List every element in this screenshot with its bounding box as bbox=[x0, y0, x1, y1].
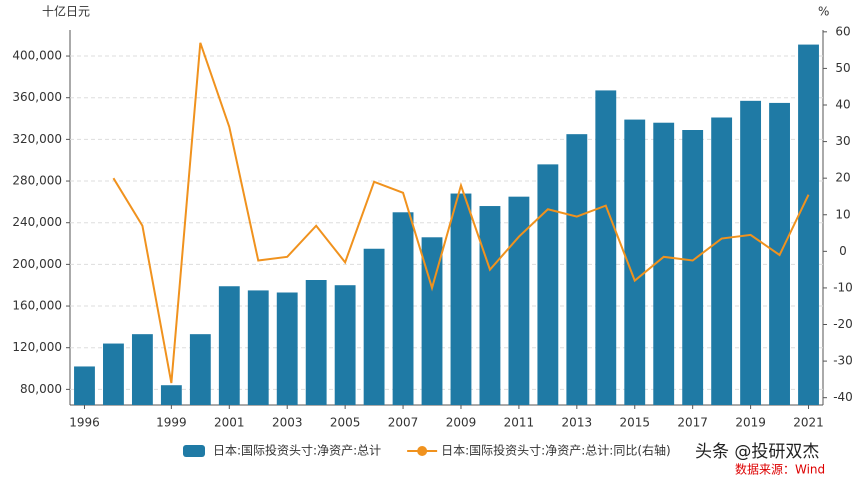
bar bbox=[218, 286, 240, 405]
y2-tick-label: 20 bbox=[835, 171, 850, 185]
bar bbox=[624, 119, 646, 405]
y-tick-label: 80,000 bbox=[20, 382, 62, 396]
x-tick-label: 1996 bbox=[69, 416, 100, 430]
bar bbox=[798, 44, 819, 405]
y2-tick-label: 0 bbox=[839, 244, 847, 258]
bar bbox=[682, 130, 704, 405]
bar bbox=[479, 206, 501, 405]
y2-tick-label: 30 bbox=[835, 134, 850, 148]
x-tick-label: 2011 bbox=[504, 416, 535, 430]
x-tick-label: 2003 bbox=[272, 416, 303, 430]
y2-tick-label: -40 bbox=[833, 390, 853, 404]
bar bbox=[305, 280, 327, 405]
y-tick-label: 400,000 bbox=[12, 49, 62, 63]
bar bbox=[160, 385, 182, 405]
bar bbox=[131, 334, 153, 405]
y-tick-label: 120,000 bbox=[12, 340, 62, 354]
y2-tick-label: -10 bbox=[833, 280, 853, 294]
line bbox=[112, 42, 810, 384]
bar bbox=[334, 285, 356, 405]
y-tick-label: 240,000 bbox=[12, 215, 62, 229]
x-tick-label: 1999 bbox=[156, 416, 187, 430]
x-tick-label: 2017 bbox=[677, 416, 708, 430]
y-unit: 十亿日元 bbox=[42, 4, 90, 19]
bar bbox=[247, 290, 269, 405]
y2-unit: % bbox=[818, 5, 829, 19]
y2-tick-label: 10 bbox=[835, 207, 850, 221]
bar bbox=[450, 193, 472, 405]
x-tick-label: 2019 bbox=[735, 416, 766, 430]
bar bbox=[392, 212, 414, 405]
legend-marker bbox=[417, 446, 428, 456]
x-tick-label: 2001 bbox=[214, 416, 245, 430]
bar bbox=[421, 237, 443, 405]
bar bbox=[189, 334, 211, 405]
y-tick-label: 320,000 bbox=[12, 132, 62, 146]
bar bbox=[537, 164, 559, 405]
x-tick-label: 2013 bbox=[562, 416, 593, 430]
legend-swatch bbox=[183, 445, 205, 457]
y2-tick-label: -30 bbox=[833, 354, 853, 368]
bar bbox=[103, 343, 124, 405]
bar bbox=[363, 248, 385, 405]
y2-tick-label: -20 bbox=[833, 317, 853, 331]
watermark: 头条 @投研双杰 bbox=[695, 442, 819, 462]
bar bbox=[276, 292, 298, 405]
bar bbox=[566, 134, 588, 405]
source: 数据来源：Wind bbox=[735, 462, 825, 477]
y-tick-label: 200,000 bbox=[12, 257, 62, 271]
bar bbox=[595, 90, 617, 406]
bar bbox=[740, 100, 762, 405]
x-tick-label: 2021 bbox=[793, 416, 824, 430]
legend-label: 日本:国际投资头寸:净资产:总计:同比(右轴) bbox=[441, 443, 671, 458]
y-tick-label: 160,000 bbox=[12, 299, 62, 313]
bar bbox=[711, 117, 733, 405]
x-tick-label: 2007 bbox=[388, 416, 419, 430]
bar bbox=[653, 122, 675, 405]
bar bbox=[74, 366, 95, 405]
y2-tick-label: 40 bbox=[835, 98, 850, 112]
y-tick-label: 360,000 bbox=[12, 90, 62, 104]
bar bbox=[508, 196, 530, 405]
x-tick-label: 2005 bbox=[330, 416, 361, 430]
y2-tick-label: 60 bbox=[835, 24, 850, 38]
legend-label: 日本:国际投资头寸:净资产:总计 bbox=[213, 443, 381, 458]
x-tick-label: 2015 bbox=[619, 416, 650, 430]
y2-tick-label: 50 bbox=[835, 61, 850, 75]
y-tick-label: 280,000 bbox=[12, 174, 62, 188]
x-tick-label: 2009 bbox=[446, 416, 477, 430]
